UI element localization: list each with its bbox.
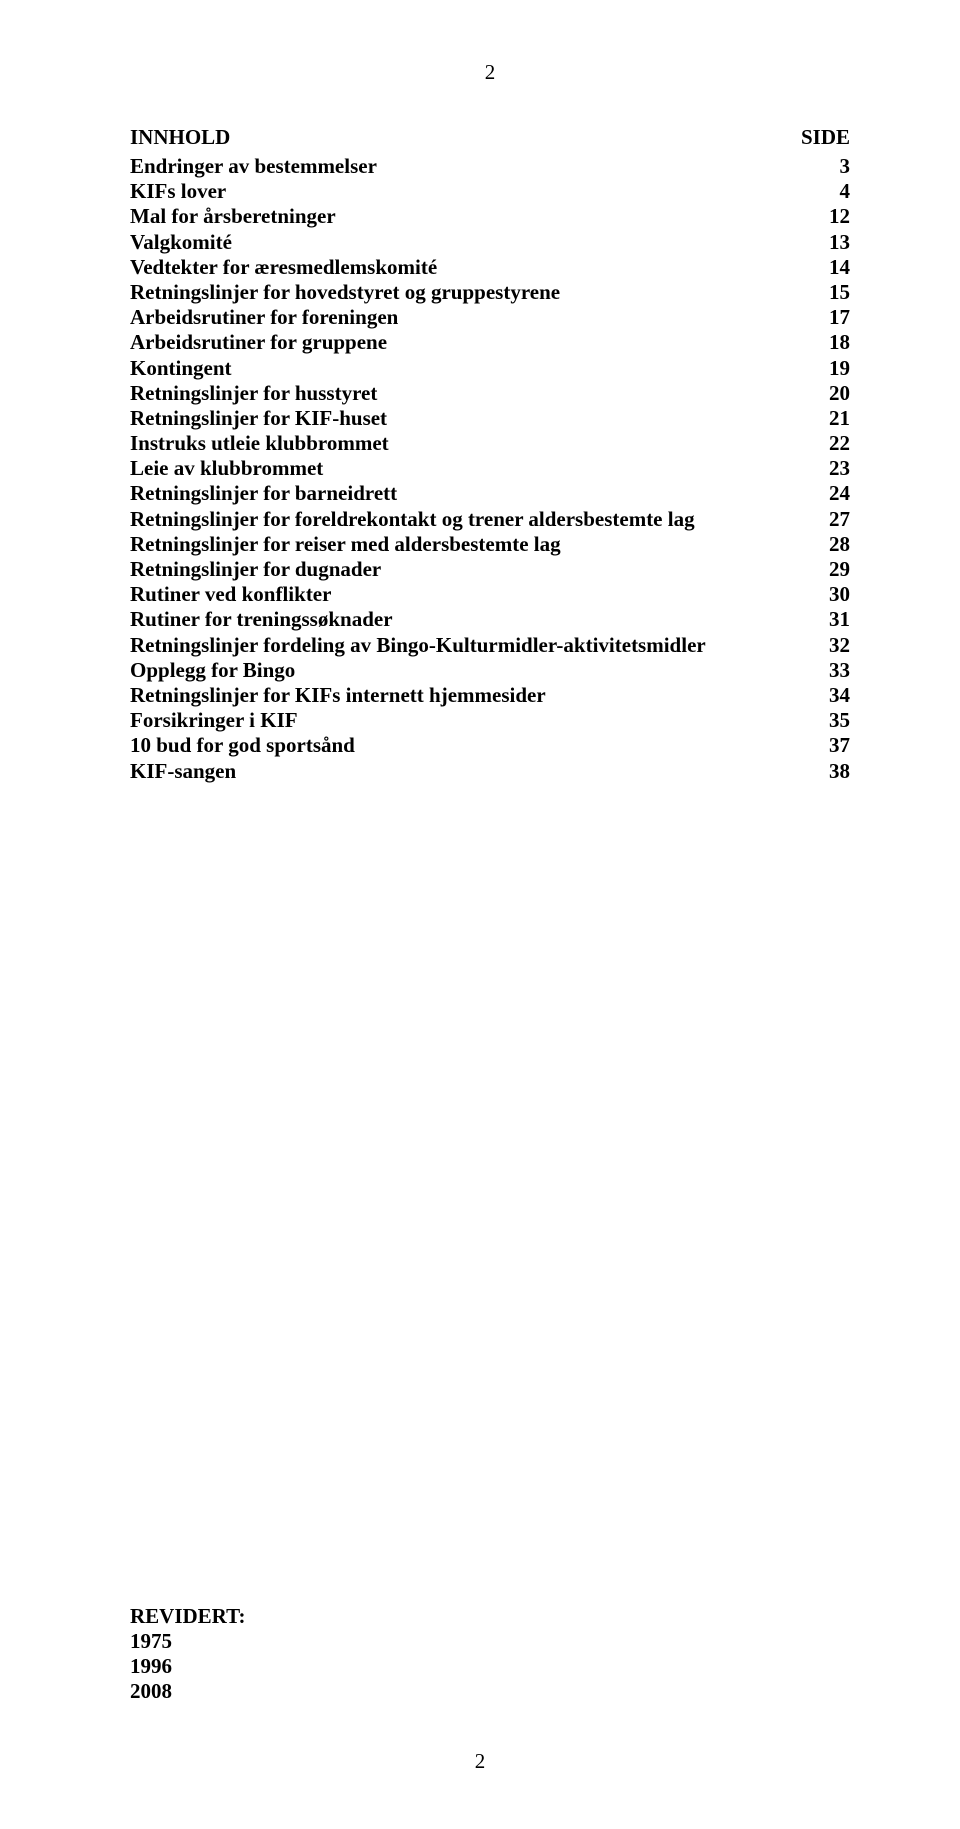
toc-row: Retningslinjer for husstyret20: [130, 381, 850, 406]
page-number-bottom: 2: [0, 1749, 960, 1774]
toc-entry-page: 33: [810, 658, 850, 683]
revised-section: REVIDERT: 197519962008: [130, 1604, 850, 1705]
toc-entry-label: Retningslinjer for barneidrett: [130, 481, 810, 506]
toc-row: Retningslinjer for barneidrett24: [130, 481, 850, 506]
toc-heading-right: SIDE: [801, 125, 850, 150]
toc-row: Vedtekter for æresmedlemskomité14: [130, 255, 850, 280]
toc-entry-page: 23: [810, 456, 850, 481]
toc-row: Arbeidsrutiner for foreningen17: [130, 305, 850, 330]
toc-row: Arbeidsrutiner for gruppene18: [130, 330, 850, 355]
toc-entry-label: Retningslinjer for foreldrekontakt og tr…: [130, 507, 810, 532]
toc-entry-page: 29: [810, 557, 850, 582]
toc-row: Retningslinjer fordeling av Bingo-Kultur…: [130, 633, 850, 658]
toc-entry-page: 4: [810, 179, 850, 204]
toc-entry-label: Rutiner for treningssøknader: [130, 607, 810, 632]
toc-entry-page: 14: [810, 255, 850, 280]
toc-entry-page: 24: [810, 481, 850, 506]
toc-entry-label: Endringer av bestemmelser: [130, 154, 810, 179]
toc-entry-label: Vedtekter for æresmedlemskomité: [130, 255, 810, 280]
toc-row: Valgkomité13: [130, 230, 850, 255]
revised-year: 1996: [130, 1654, 850, 1679]
toc-entry-page: 34: [810, 683, 850, 708]
toc-row: Kontingent19: [130, 356, 850, 381]
toc-row: Leie av klubbrommet23: [130, 456, 850, 481]
toc-entry-label: Kontingent: [130, 356, 810, 381]
toc-entry-label: Arbeidsrutiner for gruppene: [130, 330, 810, 355]
toc-row: 10 bud for god sportsånd37: [130, 733, 850, 758]
toc-row: Opplegg for Bingo33: [130, 658, 850, 683]
toc-entry-page: 22: [810, 431, 850, 456]
toc-entry-page: 32: [810, 633, 850, 658]
toc-entry-label: Forsikringer i KIF: [130, 708, 810, 733]
toc-row: Rutiner for treningssøknader31: [130, 607, 850, 632]
page-number-top: 2: [130, 60, 850, 85]
toc-row: Retningslinjer for KIFs internett hjemme…: [130, 683, 850, 708]
toc-entry-label: Retningslinjer for KIFs internett hjemme…: [130, 683, 810, 708]
toc-entry-page: 38: [810, 759, 850, 784]
toc-entry-page: 20: [810, 381, 850, 406]
toc-entry-page: 21: [810, 406, 850, 431]
toc-entry-label: Mal for årsberetninger: [130, 204, 810, 229]
revised-year: 2008: [130, 1679, 850, 1704]
document-page: 2 INNHOLD SIDE Endringer av bestemmelser…: [0, 0, 960, 1744]
toc-row: KIF-sangen38: [130, 759, 850, 784]
toc-entry-page: 28: [810, 532, 850, 557]
toc-entry-page: 18: [810, 330, 850, 355]
toc-entry-label: Leie av klubbrommet: [130, 456, 810, 481]
toc-entry-page: 13: [810, 230, 850, 255]
toc-row: KIFs lover4: [130, 179, 850, 204]
toc-entry-page: 35: [810, 708, 850, 733]
toc-entry-label: KIF-sangen: [130, 759, 810, 784]
toc-entry-label: Retningslinjer for hovedstyret og gruppe…: [130, 280, 810, 305]
toc-entry-label: Rutiner ved konflikter: [130, 582, 810, 607]
toc-entry-page: 3: [810, 154, 850, 179]
toc-row: Retningslinjer for dugnader29: [130, 557, 850, 582]
toc-entry-label: Retningslinjer fordeling av Bingo-Kultur…: [130, 633, 810, 658]
toc-entry-page: 17: [810, 305, 850, 330]
toc-entry-page: 19: [810, 356, 850, 381]
toc-row: Retningslinjer for hovedstyret og gruppe…: [130, 280, 850, 305]
toc-row: Mal for årsberetninger12: [130, 204, 850, 229]
toc-entry-label: Opplegg for Bingo: [130, 658, 810, 683]
toc-entry-page: 31: [810, 607, 850, 632]
toc-entry-page: 15: [810, 280, 850, 305]
toc-row: Instruks utleie klubbrommet22: [130, 431, 850, 456]
toc-row: Endringer av bestemmelser3: [130, 154, 850, 179]
toc-entry-page: 12: [810, 204, 850, 229]
toc-heading-row: INNHOLD SIDE: [130, 125, 850, 150]
toc-entry-page: 30: [810, 582, 850, 607]
toc-entry-page: 37: [810, 733, 850, 758]
toc-entry-label: KIFs lover: [130, 179, 810, 204]
toc-list: Endringer av bestemmelser3KIFs lover4Mal…: [130, 154, 850, 784]
toc-entry-label: Retningslinjer for husstyret: [130, 381, 810, 406]
toc-row: Retningslinjer for reiser med aldersbest…: [130, 532, 850, 557]
toc-row: Retningslinjer for KIF-huset21: [130, 406, 850, 431]
revised-title: REVIDERT:: [130, 1604, 850, 1629]
toc-row: Forsikringer i KIF35: [130, 708, 850, 733]
toc-entry-page: 27: [810, 507, 850, 532]
toc-entry-label: 10 bud for god sportsånd: [130, 733, 810, 758]
toc-entry-label: Valgkomité: [130, 230, 810, 255]
revised-year: 1975: [130, 1629, 850, 1654]
toc-entry-label: Instruks utleie klubbrommet: [130, 431, 810, 456]
toc-heading-left: INNHOLD: [130, 125, 230, 150]
toc-entry-label: Retningslinjer for KIF-huset: [130, 406, 810, 431]
toc-row: Rutiner ved konflikter30: [130, 582, 850, 607]
toc-row: Retningslinjer for foreldrekontakt og tr…: [130, 507, 850, 532]
toc-entry-label: Retningslinjer for reiser med aldersbest…: [130, 532, 810, 557]
revised-years: 197519962008: [130, 1629, 850, 1705]
toc-entry-label: Retningslinjer for dugnader: [130, 557, 810, 582]
toc-entry-label: Arbeidsrutiner for foreningen: [130, 305, 810, 330]
